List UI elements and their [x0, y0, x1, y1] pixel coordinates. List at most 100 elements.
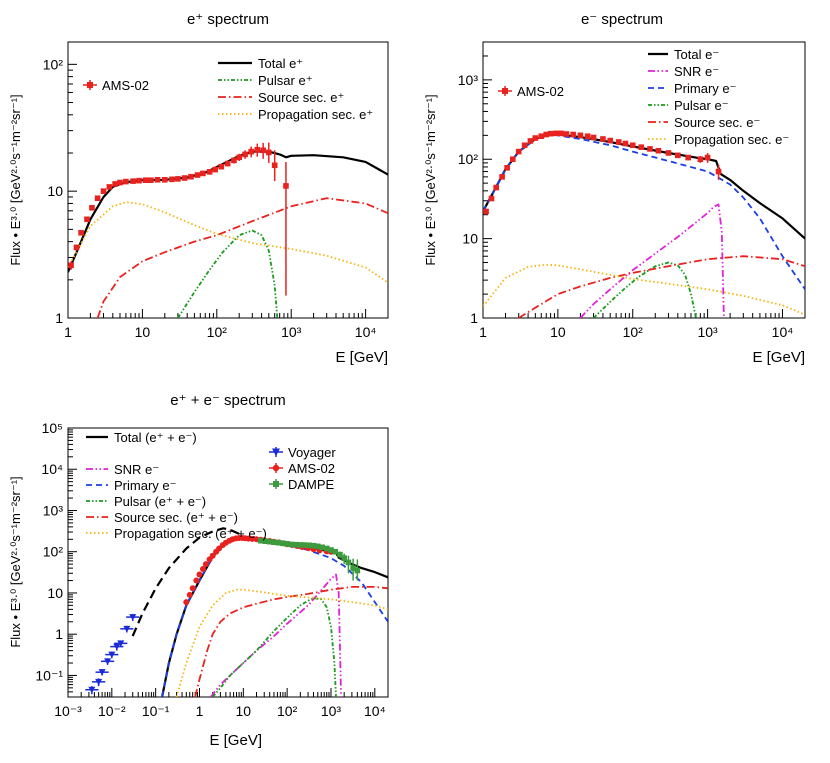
y-tick-label: 10³	[43, 502, 64, 518]
data-point	[293, 541, 299, 548]
x-axis-label: E [GeV]	[335, 349, 388, 366]
legend-entry: Propagation sec. (e⁺ + e⁻)	[86, 526, 267, 541]
y-tick-label: 10	[47, 585, 63, 601]
data-point	[499, 174, 505, 180]
data-point	[94, 195, 101, 202]
data-point	[126, 613, 140, 621]
data-point	[297, 542, 304, 548]
series-line	[131, 527, 244, 637]
legend-entry: Total e⁺	[218, 56, 303, 71]
y-tick-label: 1	[55, 626, 63, 642]
data-point	[257, 537, 264, 544]
data-point	[161, 176, 168, 183]
svg-text:SNR e⁻: SNR e⁻	[674, 64, 719, 79]
legend-entry: AMS-02	[83, 78, 149, 93]
plot-frame	[67, 427, 389, 698]
data-point	[202, 561, 209, 568]
svg-text:Source sec. e⁺: Source sec. e⁺	[258, 90, 344, 105]
y-tick-label: 10	[462, 231, 478, 247]
plot-frame	[482, 41, 806, 319]
data-point	[665, 150, 672, 156]
svg-text:DAMPE: DAMPE	[288, 477, 335, 492]
x-tick-label: 10²	[277, 703, 298, 719]
data-point	[169, 176, 175, 183]
chart-title: e⁻ spectrum	[581, 11, 663, 28]
y-tick-label: 10⁻¹	[35, 667, 63, 683]
data-point	[350, 558, 356, 581]
svg-text:Voyager: Voyager	[288, 445, 336, 460]
data-point	[154, 176, 161, 183]
data-point	[310, 542, 317, 549]
svg-text:Propagation sec. (e⁺ + e⁻): Propagation sec. (e⁺ + e⁻)	[114, 526, 267, 541]
data-point	[78, 229, 84, 236]
data-point	[341, 553, 347, 565]
legend-entry: Source sec. e⁺	[218, 90, 344, 105]
data-point	[483, 208, 489, 215]
y-tick-label: 10⁵	[42, 420, 63, 436]
data-point	[271, 150, 278, 182]
data-point	[629, 142, 636, 149]
y-tick-label: 10⁴	[41, 461, 63, 477]
data-point	[260, 142, 266, 159]
legend-entry: Propagation sec. e⁺	[218, 107, 373, 122]
data-point	[328, 547, 334, 553]
data-point	[615, 139, 622, 145]
data-point	[242, 150, 248, 159]
x-tick-label: 10⁻³	[54, 703, 82, 719]
svg-text:AMS-02: AMS-02	[288, 461, 335, 476]
x-tick-label: 10	[550, 324, 566, 340]
x-tick-label: 10⁻²	[98, 703, 126, 719]
x-tick-label: 10²	[207, 324, 228, 340]
data-point	[547, 130, 554, 137]
series-line	[209, 573, 342, 697]
y-tick-label: 10²	[43, 56, 64, 72]
data-point	[196, 571, 203, 578]
y-axis-label: Flux • E³·⁰ [GeV²·⁰s⁻¹m⁻²sr⁻¹]	[8, 476, 23, 647]
x-tick-label: 1	[196, 703, 204, 719]
data-point	[120, 625, 134, 633]
data-point	[188, 173, 194, 180]
series-line	[518, 255, 805, 318]
data-point	[590, 134, 597, 141]
data-point	[488, 195, 495, 202]
data-point	[345, 555, 352, 574]
legend-entry: Propagation sec. e⁻	[648, 132, 789, 147]
legend-entry: SNR e⁻	[86, 462, 159, 477]
data-point	[323, 545, 330, 552]
x-axis-label: E [GeV]	[752, 349, 805, 366]
x-tick-label: 10³	[281, 324, 302, 340]
data-point	[354, 559, 361, 581]
data-point	[105, 651, 119, 659]
y-tick-label: 10²	[458, 151, 479, 167]
legend-entry: SNR e⁻	[648, 64, 719, 79]
data-point	[275, 539, 282, 546]
data-point	[288, 541, 295, 548]
x-tick-label: 1	[479, 324, 487, 340]
svg-text:Pulsar e⁻: Pulsar e⁻	[674, 98, 729, 113]
data-point	[212, 166, 218, 173]
data-point	[504, 165, 510, 171]
data-point	[199, 566, 206, 573]
data-point	[607, 137, 613, 144]
series-line	[592, 261, 697, 318]
y-tick-label: 10	[47, 183, 63, 199]
data-point	[123, 178, 129, 185]
svg-text:Pulsar (e⁺ + e⁻): Pulsar (e⁺ + e⁻)	[114, 494, 206, 509]
data-point	[521, 142, 528, 149]
data-point	[114, 640, 128, 647]
data-point	[73, 244, 80, 251]
data-point	[189, 585, 196, 592]
series-line	[175, 588, 388, 697]
y-tick-label: 1	[470, 310, 478, 326]
data-point	[148, 177, 154, 184]
data-point	[95, 669, 109, 676]
data-point	[638, 144, 645, 150]
data-point	[647, 146, 653, 152]
data-point	[704, 152, 711, 163]
data-point	[543, 131, 550, 138]
data-point	[85, 686, 99, 695]
x-tick-label: 10⁴	[364, 703, 386, 719]
y-axis-label: Flux • E³·⁰ [GeV²·⁰s⁻¹m⁻²sr⁻¹]	[8, 94, 23, 265]
data-point	[675, 152, 681, 159]
